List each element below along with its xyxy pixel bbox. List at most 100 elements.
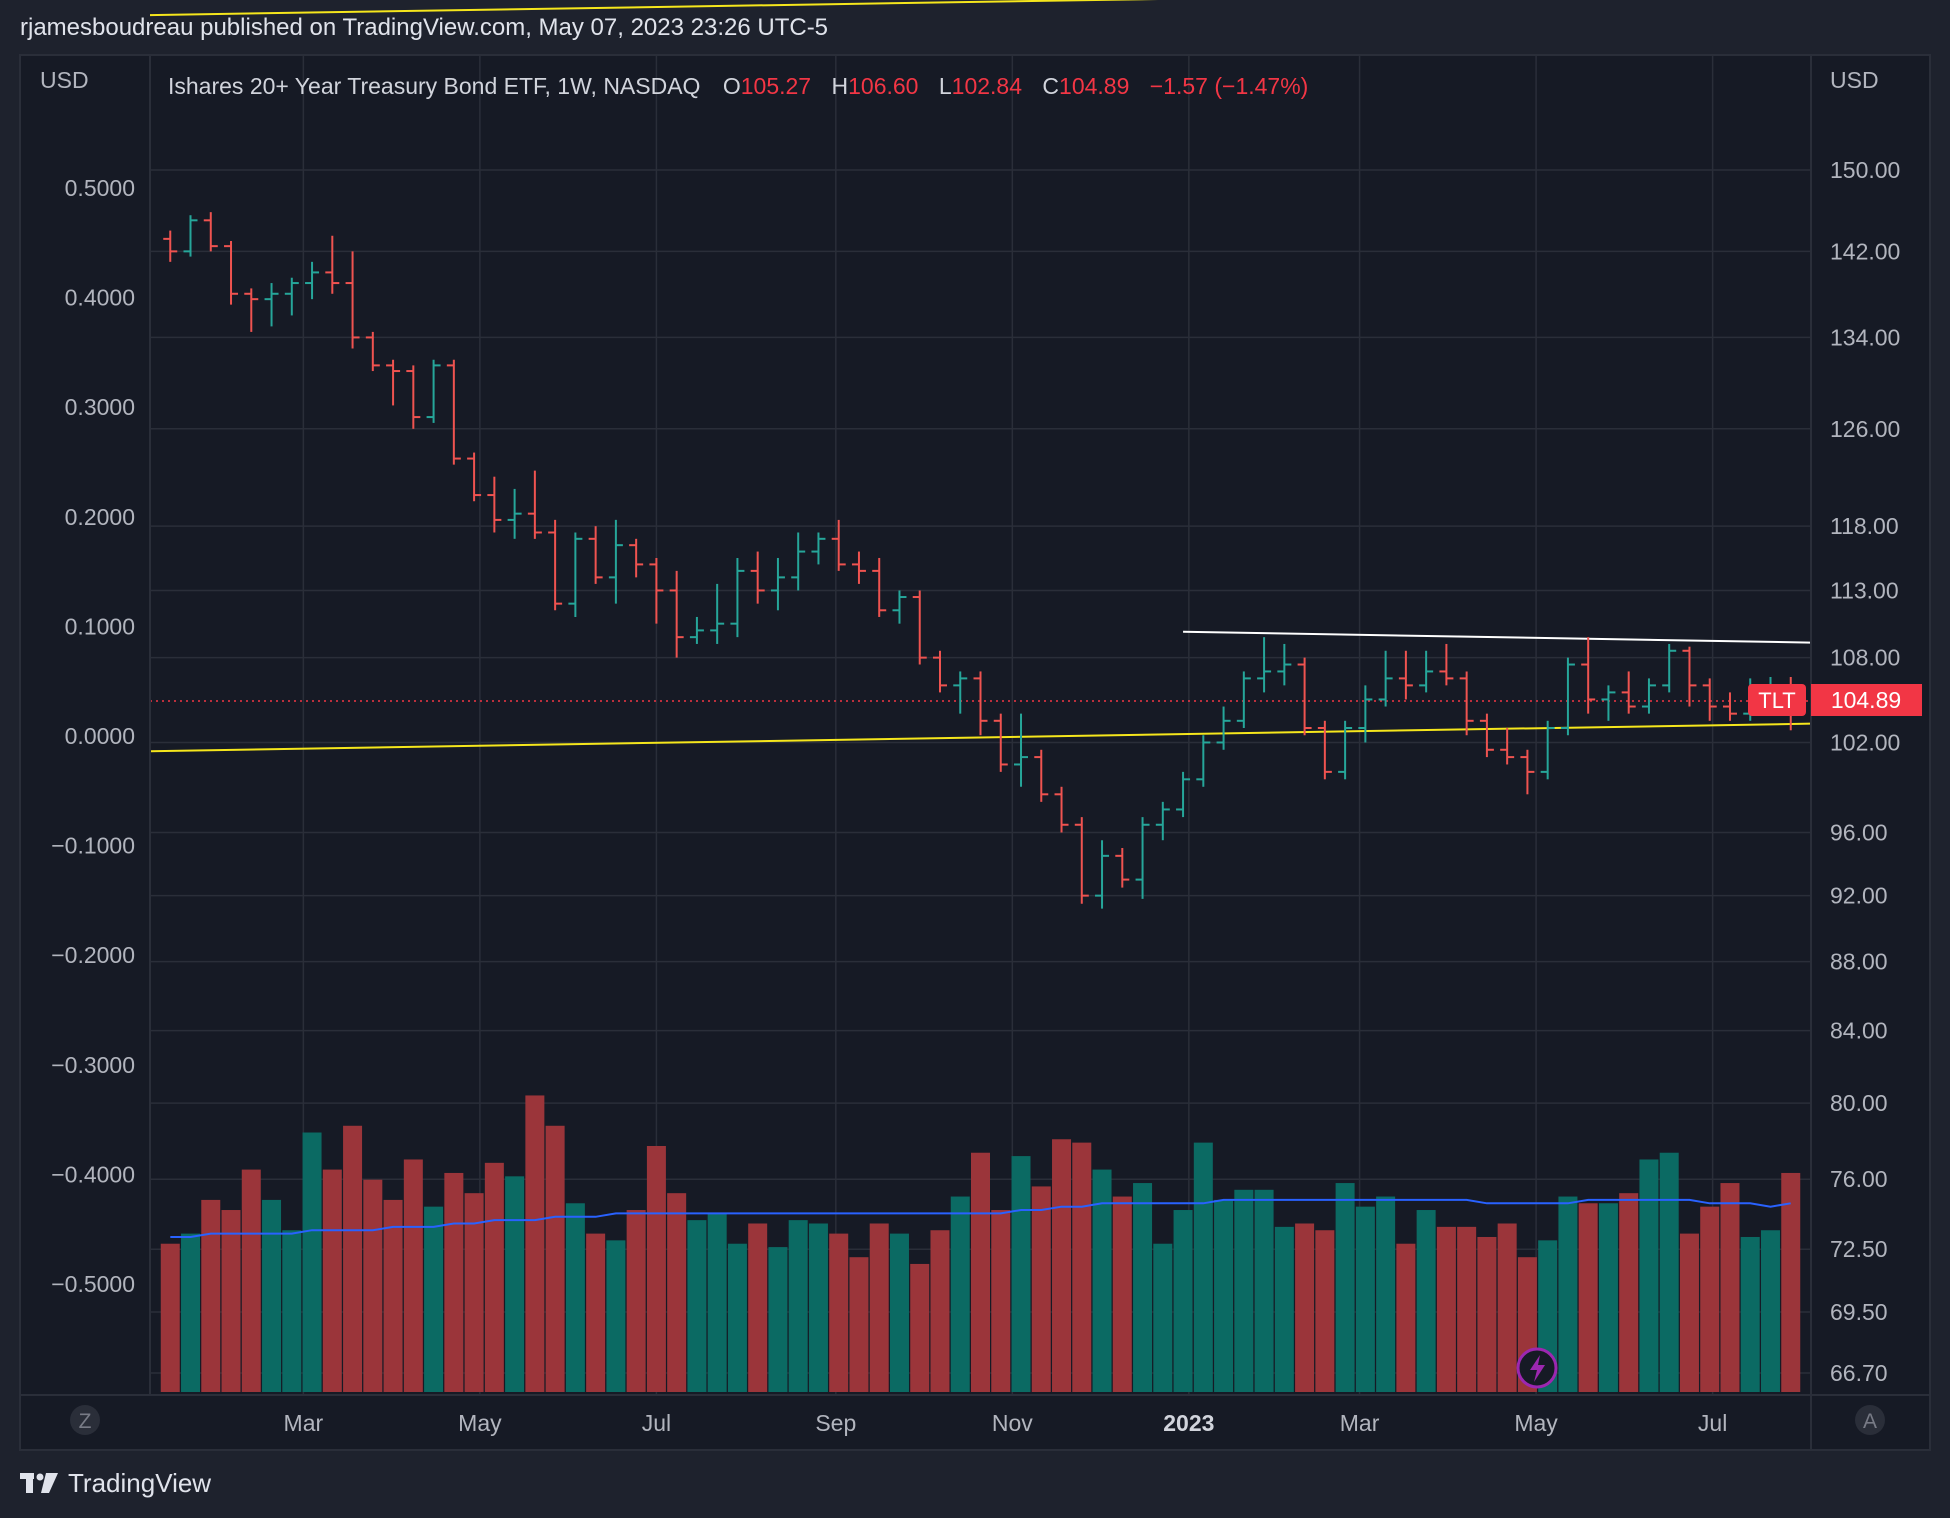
ohlc-bar [669, 570, 684, 658]
right-axis-tick-label: 108.00 [1830, 645, 1900, 671]
volume-bar [768, 1247, 788, 1392]
ohlc-bar [305, 261, 320, 300]
ohlc-bar [365, 331, 380, 372]
volume-bar [1477, 1236, 1497, 1392]
ohlc-bar [1560, 657, 1575, 736]
volume-bar [363, 1179, 383, 1392]
ohlc-bar [811, 532, 826, 565]
ohlc-bar [1014, 713, 1029, 787]
volume-bar [1295, 1223, 1315, 1392]
ohlc-bar [284, 277, 299, 316]
left-axis-unit: USD [40, 67, 89, 93]
ohlc-bar [345, 251, 360, 349]
ohlc-bar [446, 359, 461, 465]
left-axis-tick-label: −0.1000 [51, 833, 135, 859]
left-axis-tick-label: 0.1000 [65, 613, 135, 639]
volume-bar [1355, 1206, 1375, 1392]
time-axis-label: 2023 [1163, 1410, 1214, 1436]
volume-bar [748, 1223, 768, 1392]
volume-bar [1760, 1230, 1780, 1392]
time-axis-label: Sep [815, 1410, 856, 1436]
volume-bar [1416, 1210, 1436, 1392]
ohlc-bar [1054, 786, 1069, 833]
ohlc-bar [608, 519, 623, 604]
ohlc-bar [507, 488, 522, 539]
volume-bar [727, 1243, 747, 1392]
upper-channel-trendline[interactable] [149, 0, 1811, 17]
time-axis-labels: Mar May Jul Sep Nov 2023 Mar May Jul [284, 1410, 1728, 1436]
ohlc-bar [1257, 637, 1272, 693]
volume-bar [1781, 1172, 1801, 1392]
resistance-trendline[interactable] [1183, 630, 1812, 644]
ohlc-bar [224, 240, 239, 305]
volume-bar [1659, 1152, 1679, 1392]
volume-bar [1639, 1159, 1659, 1392]
right-axis-tick-label: 84.00 [1830, 1018, 1888, 1044]
ohlc-bar [1358, 685, 1373, 743]
lightning-icon[interactable] [1516, 1347, 1558, 1389]
volume-bar [1598, 1203, 1618, 1392]
volume-bar [1315, 1230, 1335, 1392]
ohlc-bar [831, 519, 846, 571]
right-axis-tick-label: 113.00 [1830, 577, 1899, 603]
ohlc-bar [1135, 817, 1150, 899]
ohlc-bar [406, 365, 421, 429]
ohlc-bar [1500, 727, 1515, 765]
ohlc-bar [1034, 749, 1049, 802]
ohlc-bar [1581, 637, 1596, 714]
ohlc-bar [1216, 706, 1231, 750]
price-chart[interactable]: USD USD 0.50000.40000.30000.20000.10000.… [0, 0, 1950, 1470]
ohlc-bar [568, 532, 583, 617]
volume-bar [869, 1223, 889, 1392]
ohlc-bar [1317, 720, 1332, 780]
right-axis-tick-label: 66.70 [1830, 1360, 1888, 1386]
ohlc-bar [1236, 671, 1251, 728]
timezone-button[interactable]: Z [70, 1405, 100, 1435]
left-axis-tick-label: −0.3000 [51, 1052, 135, 1078]
volume-bar [545, 1125, 565, 1392]
volume-bar [1558, 1196, 1578, 1392]
symbol-badge [1748, 684, 1806, 716]
volume-bar [221, 1210, 241, 1392]
volume-bar [1112, 1196, 1132, 1392]
volume-bar [1720, 1183, 1740, 1392]
legend-open: 105.27 [741, 73, 811, 99]
ohlc-bar [1662, 643, 1677, 693]
volume-bar [889, 1233, 909, 1392]
time-axis-label: May [458, 1410, 502, 1436]
right-axis-tick-label: 76.00 [1830, 1166, 1888, 1192]
right-axis-tick-label: 92.00 [1830, 883, 1888, 909]
ohlc-bar [629, 538, 644, 578]
ohlc-bar [1176, 771, 1191, 818]
ohlc-bar [1155, 801, 1170, 841]
ohlc-bar [1419, 650, 1434, 693]
publisher-line: rjamesboudreau published on TradingView.… [20, 14, 829, 41]
ohlc-bar [1520, 749, 1535, 795]
last-price-badges: TLT 104.89 [1748, 684, 1922, 716]
volume-bars [160, 1095, 1801, 1392]
volume-bar [808, 1223, 828, 1392]
volume-bar [525, 1095, 545, 1392]
left-axis-tick-label: 0.0000 [65, 723, 135, 749]
left-axis-tick-label: 0.4000 [65, 285, 135, 311]
volume-bar [302, 1132, 322, 1392]
right-axis-tick-label: 134.00 [1830, 324, 1900, 350]
ohlc-bar [325, 235, 340, 294]
auto-scale-button[interactable]: A [1855, 1405, 1885, 1435]
footer: TradingView [20, 1468, 211, 1499]
ohlc-bar [1378, 650, 1393, 707]
legend-low: 102.84 [952, 73, 1023, 99]
ohlc-bar [426, 359, 441, 423]
volume-bar [1133, 1183, 1153, 1392]
volume-bar [646, 1145, 666, 1392]
ohlc-bar [467, 452, 482, 502]
ohlc-bar [851, 551, 866, 584]
volume-bar [1031, 1186, 1051, 1392]
ohlc-bar [1338, 720, 1353, 780]
support-trendline[interactable] [149, 722, 1812, 753]
legend[interactable]: Ishares 20+ Year Treasury Bond ETF, 1W, … [168, 73, 1308, 99]
volume-bar [1619, 1193, 1639, 1392]
price-badge-value: 104.89 [1831, 687, 1901, 713]
ohlc-bar [244, 288, 259, 332]
volume-bar [1193, 1142, 1213, 1392]
